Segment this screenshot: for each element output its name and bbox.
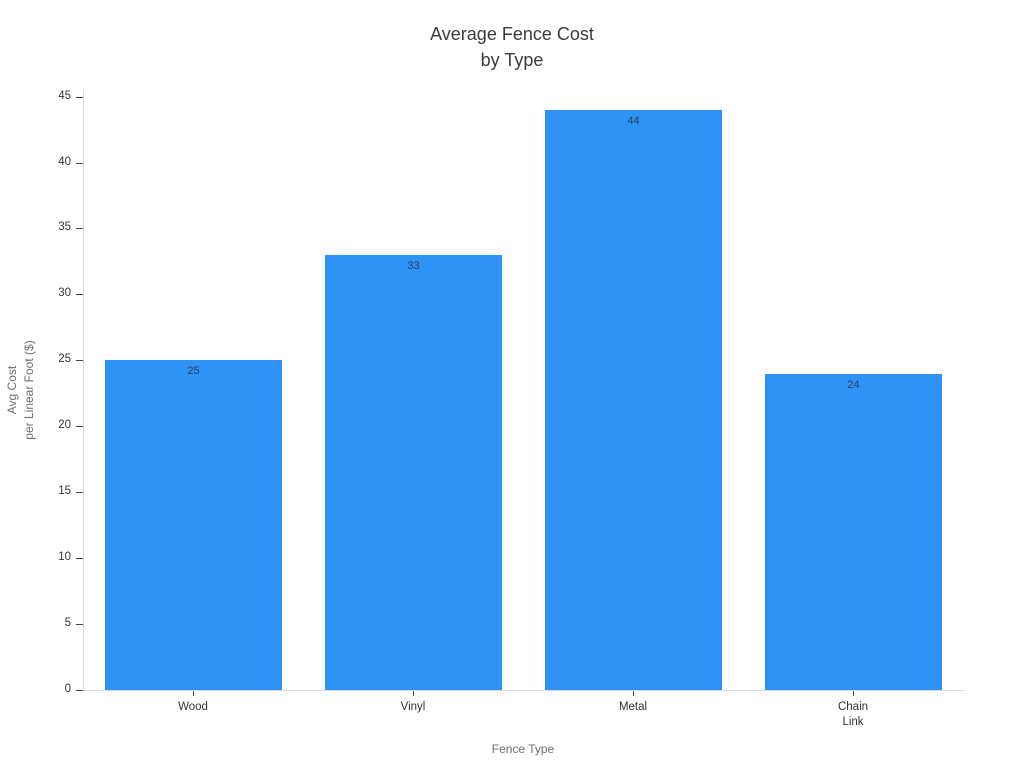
bar-value-label: 25 [187,365,200,377]
x-tick-label-vinyl: Vinyl [400,701,426,713]
bar-metal: 44 [545,110,722,690]
y-tick-mark [76,492,83,493]
bar-value-label: 24 [847,379,860,391]
chart-title-line-2: by Type [480,50,544,70]
y-tick-label: 35 [58,221,71,233]
bar-value-label: 33 [407,260,420,272]
x-tick-label-wood: Wood [178,701,208,713]
chart-title: Average Fence Cost by Type [0,21,1024,73]
y-tick-mark [76,228,83,229]
y-tick-mark [76,97,83,98]
bar-wood: 25 [105,360,282,690]
x-tick-label-chain-link: Chain Link [837,701,869,728]
x-tick-mark [853,691,854,696]
y-tick-mark [76,163,83,164]
x-tick-label-metal: Metal [618,701,648,713]
y-tick-mark [76,426,83,427]
x-tick-mark [193,691,194,696]
plot-area [83,90,964,691]
x-axis-title: Fence Type [491,742,555,756]
y-tick-label: 15 [58,485,71,497]
y-tick-mark [76,690,83,691]
chart-title-line-1: Average Fence Cost [430,24,594,44]
x-tick-mark [633,691,634,696]
bar-vinyl: 33 [325,255,502,690]
y-tick-mark [76,360,83,361]
y-tick-label: 5 [64,617,71,629]
y-tick-label: 10 [58,551,71,563]
x-tick-mark [413,691,414,696]
y-tick-label: 20 [58,419,71,431]
y-tick-mark [76,558,83,559]
y-tick-label: 40 [58,156,71,168]
y-tick-mark [76,624,83,625]
y-tick-mark [76,294,83,295]
y-tick-label: 25 [58,353,71,365]
bar-value-label: 44 [627,115,640,127]
y-tick-label: 45 [58,90,71,102]
bar-chain-link: 24 [765,374,942,690]
y-tick-label: 0 [64,683,71,695]
y-tick-label: 30 [58,287,71,299]
